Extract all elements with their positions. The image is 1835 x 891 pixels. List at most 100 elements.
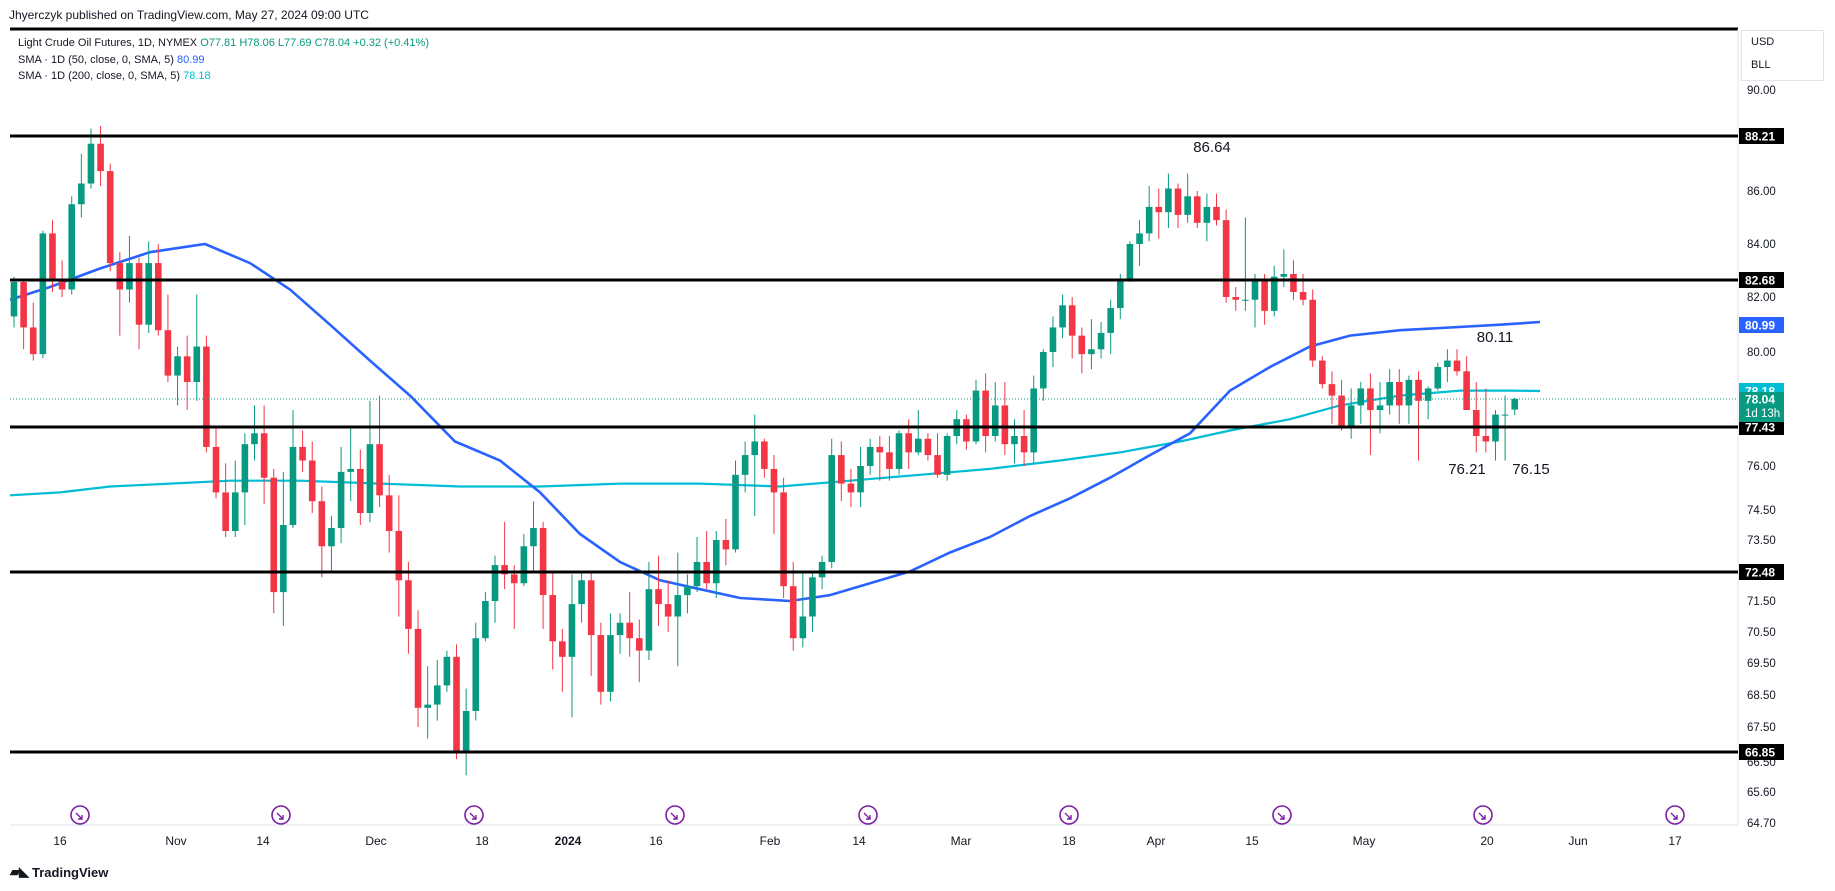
- unit-bll[interactable]: BLL: [1751, 59, 1771, 71]
- candle: [1165, 173, 1172, 229]
- candle: [578, 571, 585, 623]
- event-marker-icon[interactable]: [271, 805, 291, 825]
- candle: [732, 460, 739, 553]
- candle: [1376, 382, 1384, 434]
- event-marker-icon[interactable]: [1272, 805, 1292, 825]
- candle-body: [424, 704, 431, 708]
- event-marker-icon[interactable]: [1473, 805, 1493, 825]
- candle: [943, 433, 951, 481]
- candle: [1463, 356, 1470, 411]
- event-marker-icon[interactable]: [1665, 805, 1685, 825]
- candle: [934, 433, 941, 478]
- candle-body: [818, 561, 826, 578]
- candle-body: [68, 204, 76, 290]
- candle-body: [318, 501, 326, 547]
- candle-body: [1386, 382, 1393, 406]
- price-tick-label: 73.50: [1747, 535, 1776, 547]
- sma200-label: SMA · 1D (200, close, 0, SMA, 5): [18, 70, 181, 82]
- candle-body: [1203, 206, 1211, 223]
- sma200-value: 78.18: [183, 70, 211, 82]
- event-marker-icon[interactable]: [858, 805, 878, 825]
- candle-body: [1232, 297, 1240, 300]
- candle-body: [174, 356, 181, 376]
- candle-body: [87, 143, 95, 184]
- sma200-legend-row[interactable]: SMA · 1D (200, close, 0, SMA, 5) 78.18: [18, 68, 429, 85]
- time-tick-label: Mar: [951, 834, 972, 848]
- event-marker-circle: [70, 805, 90, 825]
- candle-body: [761, 441, 768, 469]
- candle-body: [1395, 382, 1403, 406]
- candle: [520, 534, 528, 587]
- candle: [453, 644, 460, 760]
- candle-body: [1001, 405, 1009, 445]
- candle: [645, 561, 653, 660]
- candle-body: [385, 495, 393, 531]
- candle-body: [1347, 405, 1355, 428]
- candle: [106, 163, 114, 272]
- tradingview-logo-icon: ▰◣: [10, 864, 29, 879]
- candle: [1444, 349, 1451, 382]
- candle-body: [838, 455, 845, 484]
- candle-body: [135, 263, 143, 325]
- price-tick-label: 74.50: [1747, 505, 1776, 517]
- candle: [1434, 362, 1442, 391]
- candle: [231, 460, 239, 537]
- candle: [462, 688, 470, 776]
- event-marker-icon[interactable]: [464, 805, 484, 825]
- candle-body: [645, 589, 653, 651]
- candle: [222, 463, 229, 537]
- candle-body: [770, 468, 778, 493]
- event-marker-icon[interactable]: [70, 805, 90, 825]
- candle: [1242, 217, 1249, 311]
- candle: [780, 477, 787, 599]
- candle: [530, 501, 537, 572]
- candle-body: [732, 474, 739, 550]
- candle-body: [405, 580, 412, 629]
- candle-body: [395, 531, 403, 581]
- candle: [357, 449, 364, 525]
- tradingview-logo[interactable]: ▰◣ TradingView: [10, 864, 108, 880]
- candle-body: [1145, 206, 1153, 234]
- level-price-label: 88.21: [1745, 130, 1775, 144]
- symbol-legend-row[interactable]: Light Crude Oil Futures, 1D, NYMEX O77.8…: [18, 35, 429, 52]
- candle-body: [510, 574, 518, 584]
- candle: [29, 302, 37, 361]
- candle: [712, 531, 720, 599]
- candle: [1088, 319, 1095, 370]
- candle: [318, 486, 326, 578]
- candle-body: [789, 586, 797, 639]
- candle-body: [453, 656, 460, 754]
- candle: [655, 555, 662, 626]
- candle: [241, 433, 249, 525]
- event-marker-circle: [858, 805, 878, 825]
- candle-body: [530, 528, 537, 547]
- candle: [1338, 379, 1345, 431]
- candle: [1482, 388, 1490, 453]
- candle-body: [443, 656, 451, 686]
- sma50-legend-row[interactable]: SMA · 1D (50, close, 0, SMA, 5) 80.99: [18, 52, 429, 69]
- candle-body: [1107, 308, 1114, 333]
- event-marker-icon[interactable]: [1059, 805, 1079, 825]
- event-marker-circle: [1059, 805, 1079, 825]
- candle: [164, 294, 172, 382]
- candle: [1395, 369, 1403, 424]
- price-tick-label: 82.00: [1747, 292, 1776, 304]
- candle-body: [597, 635, 605, 692]
- candle: [1059, 294, 1066, 339]
- currency-usd[interactable]: USD: [1751, 36, 1775, 48]
- candle-body: [1213, 206, 1220, 221]
- time-tick-label: 16: [649, 834, 663, 848]
- currency-selector[interactable]: USD BLL: [1741, 30, 1824, 81]
- candle: [1155, 188, 1163, 239]
- time-tick-label: 15: [1245, 834, 1259, 848]
- time-tick-label: 20: [1480, 834, 1494, 848]
- candle-body: [1309, 299, 1316, 361]
- candle-body: [828, 455, 835, 562]
- candle-body: [501, 565, 508, 575]
- candle-body: [712, 540, 720, 584]
- event-marker-icon[interactable]: [665, 805, 685, 825]
- price-annotation: 86.64: [1193, 139, 1231, 156]
- candle: [539, 522, 547, 629]
- price-tick-label: 71.50: [1747, 596, 1776, 608]
